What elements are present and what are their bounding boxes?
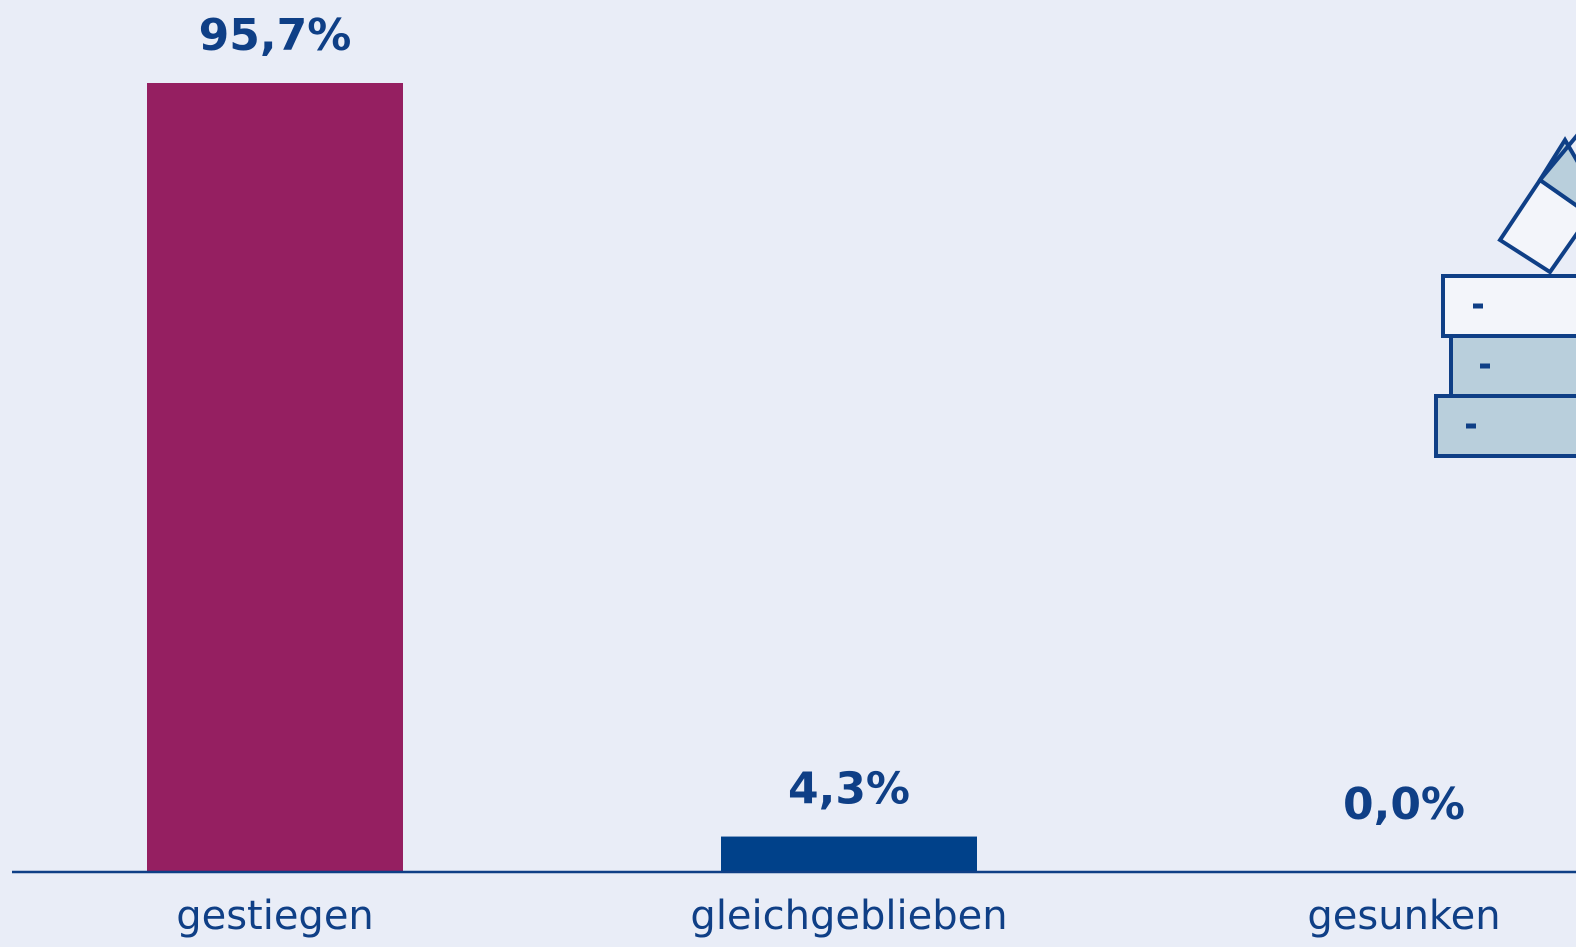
bar xyxy=(147,83,403,872)
category-label: gleichgeblieben xyxy=(690,893,1007,939)
bar xyxy=(721,837,977,872)
value-label: 0,0% xyxy=(1343,779,1465,830)
chart: 95,7% gestiegen 4,3% gleichgeblieben 0,0% ges… xyxy=(0,0,1576,947)
category-label: gesunken xyxy=(1307,893,1500,939)
value-label: 4,3% xyxy=(788,764,910,815)
page: 95,7% gestiegen 4,3% gleichgeblieben 0,0% ges… xyxy=(0,0,1576,947)
category-label: gestiegen xyxy=(176,893,374,939)
value-label: 95,7% xyxy=(199,10,352,61)
